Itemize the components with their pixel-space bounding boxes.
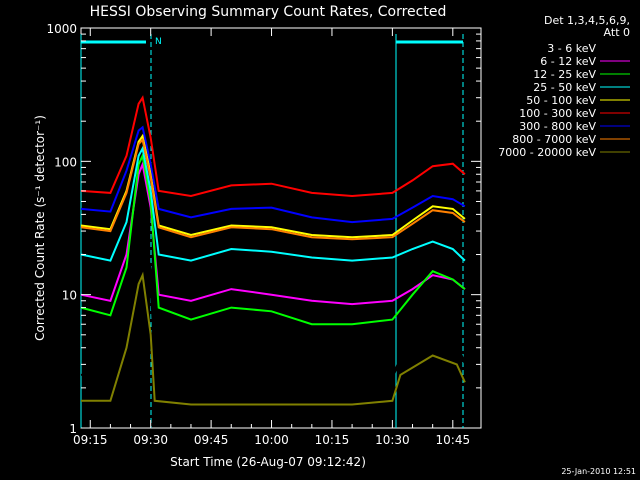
series-line-6 bbox=[80, 95, 466, 198]
y-axis: 1 10 100 1000 bbox=[46, 22, 481, 436]
legend-label: 3 - 6 keV bbox=[547, 42, 596, 55]
legend-label: 100 - 300 keV bbox=[519, 107, 596, 120]
legend-label: 300 - 800 keV bbox=[519, 120, 596, 133]
series-line-4 bbox=[80, 145, 466, 262]
x-tick-label: 10:30 bbox=[375, 433, 410, 447]
legend-label: 25 - 50 keV bbox=[533, 81, 596, 94]
y-axis-label: Corrected Count Rate (s⁻¹ detector⁻¹) bbox=[33, 115, 47, 341]
night-marker-label: N bbox=[155, 37, 162, 47]
x-tick-label: 10:45 bbox=[436, 433, 471, 447]
y-tick-label: 10 bbox=[62, 289, 77, 303]
x-axis: 09:15 09:30 09:45 10:00 10:15 10:30 10:45 bbox=[73, 28, 470, 447]
y-tick-label: 1 bbox=[69, 422, 77, 436]
x-tick-label: 09:30 bbox=[133, 433, 168, 447]
x-tick-label: 09:45 bbox=[194, 433, 229, 447]
legend-header-line-2: Att 0 bbox=[604, 26, 630, 39]
legend-label: 12 - 25 keV bbox=[533, 68, 596, 81]
legend-label: 50 - 100 keV bbox=[526, 94, 596, 107]
legend-header-line-1: Det 1,3,4,5,6,9, bbox=[544, 14, 630, 27]
x-axis-label: Start Time (26-Aug-07 09:12:42) bbox=[170, 455, 366, 469]
series-line-9 bbox=[81, 271, 466, 406]
x-tick-label: 10:15 bbox=[315, 433, 350, 447]
series-line-1 bbox=[80, 207, 466, 390]
series-line-8 bbox=[80, 137, 466, 241]
legend-label: 800 - 7000 keV bbox=[512, 133, 596, 146]
series-line-3 bbox=[80, 152, 466, 326]
legend-label: 7000 - 20000 keV bbox=[498, 146, 596, 159]
x-tick-label: 09:15 bbox=[73, 433, 108, 447]
legend-label: 6 - 12 keV bbox=[540, 55, 596, 68]
series-line-7 bbox=[80, 125, 466, 224]
y-tick-label: 1000 bbox=[46, 22, 77, 36]
series-layer bbox=[80, 95, 466, 406]
x-tick-label: 10:00 bbox=[254, 433, 289, 447]
y-tick-label: 100 bbox=[54, 155, 77, 169]
chart-title: HESSI Observing Summary Count Rates, Cor… bbox=[90, 4, 447, 20]
timestamp: 25-Jan-2010 12:51 bbox=[561, 467, 636, 476]
plot-area: N bbox=[80, 27, 482, 429]
